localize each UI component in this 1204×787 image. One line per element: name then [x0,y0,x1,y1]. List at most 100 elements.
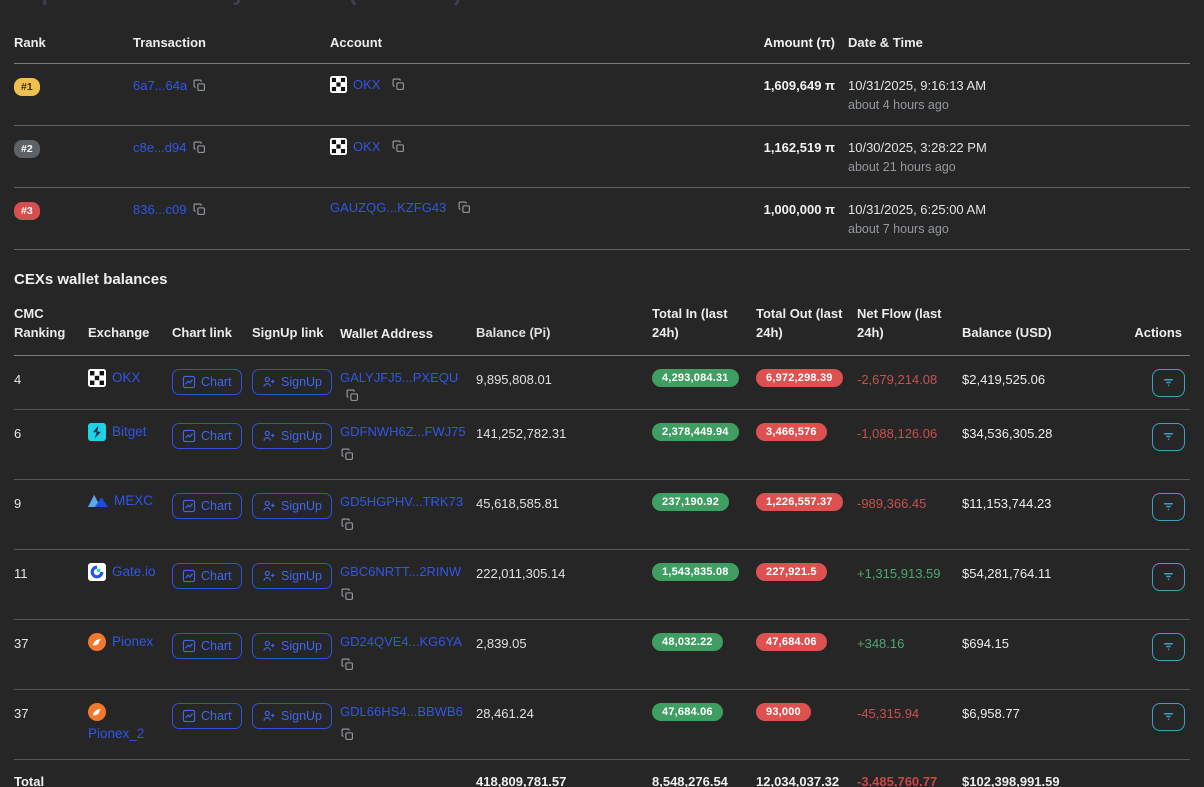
filter-button[interactable] [1152,492,1185,521]
chart-button[interactable]: Chart [172,632,242,659]
section-title-cex: CEXs wallet balances [14,271,168,288]
filter-button[interactable] [1152,632,1185,661]
exchange-row: 4 OKX Chart SignUp GALYJFJ5...PXEQU 9,89… [14,356,1190,410]
filter-button[interactable] [1152,702,1185,731]
bitget-logo-icon [88,422,106,441]
clipped-title-strip: Top Transactions by Amount (Last 24h) [14,0,1190,9]
col-header-total-in: Total In (last 24h) [652,306,728,340]
balance-pi-value: 28,461.24 [476,705,534,721]
exchange-link[interactable]: Pionex_2 [88,725,145,741]
col-header-signup-link: SignUp link [252,324,324,340]
pionex-logo-icon [88,702,106,721]
account-link[interactable]: OKX [353,77,381,92]
top-table-header: Rank Transaction Account Amount (π) Date… [14,9,1190,64]
mexc-logo-icon [88,493,108,509]
transaction-link[interactable]: 836...c09 [133,202,187,217]
wallet-address-link[interactable]: GALYJFJ5...PXEQU [340,369,459,385]
cmc-ranking-value: 9 [14,495,22,511]
total-net-flow: -3,485,760.77 [857,773,938,787]
col-header-cmc-ranking: CMC Ranking [14,306,66,340]
col-header-transaction: Transaction [133,35,206,50]
signup-button[interactable]: SignUp [252,632,332,659]
copy-icon[interactable] [458,201,471,214]
account-link[interactable]: OKX [353,139,381,154]
chart-button[interactable]: Chart [172,492,242,519]
transaction-link[interactable]: 6a7...64a [133,78,188,93]
net-flow-value: -45,315.94 [857,705,920,721]
copy-icon[interactable] [193,141,206,154]
rank-badge: #1 [14,78,40,96]
balance-usd-value: $11,153,744.23 [962,495,1052,511]
wallet-address-link[interactable]: GBC6NRTT...2RINW [340,563,462,579]
chart-button[interactable]: Chart [172,368,242,395]
cmc-ranking-value: 6 [14,425,22,441]
signup-button[interactable]: SignUp [252,368,332,395]
account-link[interactable]: GAUZQG...KZFG43 [330,200,447,215]
person-plus-icon [262,639,276,653]
total-out: 12,034,037.32 [756,773,840,787]
signup-button[interactable]: SignUp [252,492,332,519]
copy-icon[interactable] [193,79,206,92]
filter-button[interactable] [1152,562,1185,591]
exchange-link[interactable]: Gate.io [112,564,156,580]
total-out-badge: 227,921.5 [756,562,827,581]
exchange-link[interactable]: Pionex [112,634,154,650]
col-header-amount: Amount (π) [763,35,835,50]
total-out-badge: 93,000 [756,702,811,721]
funnel-filter-icon [1161,375,1176,390]
copy-icon[interactable] [341,448,354,461]
okx-logo-icon [330,76,347,93]
chart-button[interactable]: Chart [172,562,242,589]
copy-icon[interactable] [341,518,354,531]
copy-icon[interactable] [392,78,405,91]
funnel-filter-icon [1161,569,1176,584]
copy-icon[interactable] [392,140,405,153]
signup-button[interactable]: SignUp [252,702,332,729]
chart-button[interactable]: Chart [172,422,242,449]
total-out-badge: 3,466,576 [756,422,827,441]
exchange-link[interactable]: Bitget [112,424,147,440]
filter-button[interactable] [1152,368,1185,397]
person-plus-icon [262,709,276,723]
balance-pi-value: 222,011,305.14 [476,565,566,581]
signup-button[interactable]: SignUp [252,422,332,449]
total-in-badge: 2,378,449.94 [652,422,739,441]
copy-icon[interactable] [341,728,354,741]
relative-time: about 7 hours ago [848,222,949,236]
line-chart-icon [182,375,196,389]
amount-value: 1,000,000 π [763,202,835,217]
copy-icon[interactable] [346,389,359,402]
wallet-address-link[interactable]: GD24QVE4...KG6YA [340,633,462,649]
wallet-address-link[interactable]: GD5HGPHV...TRK73 [340,493,464,509]
balance-usd-value: $54,281,764.11 [962,565,1052,581]
page-title: Top Transactions by Amount (Last 24h) [14,0,1190,7]
col-header-rank: Rank [14,35,46,50]
transaction-link[interactable]: c8e...d94 [133,140,187,155]
copy-icon[interactable] [341,658,354,671]
exchange-row: 9 MEXC Chart SignUp GD5HGPHV...TRK73 45,… [14,480,1190,550]
gateio-logo-icon [88,562,106,581]
transaction-row: #3 836...c09 GAUZQG...KZFG43 1,000,000 π… [14,188,1190,250]
total-out-badge: 47,684.06 [756,632,827,651]
relative-time: about 4 hours ago [848,98,949,112]
exchange-link[interactable]: OKX [112,370,141,386]
col-header-exchange: Exchange [88,324,150,340]
funnel-filter-icon [1161,499,1176,514]
filter-button[interactable] [1152,422,1185,451]
balance-pi-value: 2,839.05 [476,635,527,651]
col-header-datetime: Date & Time [848,35,923,50]
chart-button[interactable]: Chart [172,702,242,729]
transaction-row: #1 6a7...64a OKX 1,609,649 π 10/31/2025,… [14,64,1190,126]
exchange-link[interactable]: MEXC [114,493,154,509]
copy-icon[interactable] [341,588,354,601]
transaction-row: #2 c8e...d94 OKX 1,162,519 π 10/30/2025,… [14,126,1190,188]
copy-icon[interactable] [193,203,206,216]
funnel-filter-icon [1161,639,1176,654]
signup-button[interactable]: SignUp [252,562,332,589]
top-transactions-table: Rank Transaction Account Amount (π) Date… [14,9,1190,250]
exchange-row: 6 Bitget Chart SignUp GDFNWH6Z...FWJ75 1… [14,410,1190,480]
wallet-address-link[interactable]: GDFNWH6Z...FWJ75 [340,423,466,439]
wallet-address-link[interactable]: GDL66HS4...BBWB6 [340,703,463,719]
line-chart-icon [182,569,196,583]
col-header-balance-pi: Balance (Pi) [476,324,551,340]
